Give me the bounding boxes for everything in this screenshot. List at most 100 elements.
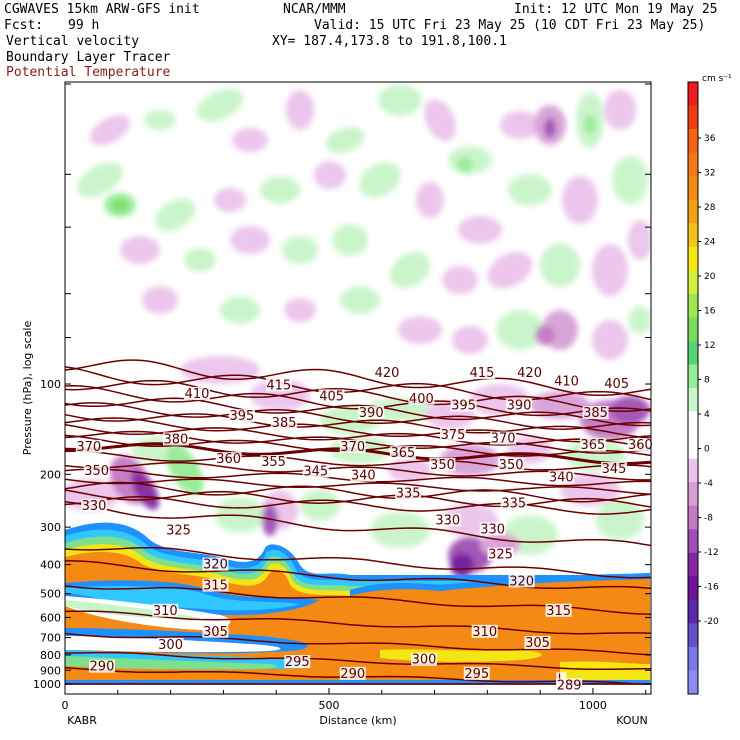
theta-contour-line bbox=[65, 560, 651, 590]
theta-label-background bbox=[490, 431, 517, 445]
theta-label-background bbox=[603, 377, 630, 390]
theta-contour-label: 340 bbox=[549, 471, 574, 486]
theta-contour-label: 405 bbox=[604, 377, 629, 392]
theta-contour-line bbox=[65, 546, 651, 579]
y-tick-label: 800 bbox=[40, 649, 61, 662]
colorbar-swatch bbox=[688, 176, 698, 201]
theta-label-background bbox=[302, 464, 329, 478]
x-axis: 0 500 1000 bbox=[62, 688, 647, 712]
theta-contour-label: 290 bbox=[90, 660, 115, 675]
colorbar-tick-label: 16 bbox=[704, 307, 716, 317]
theta-label-background bbox=[202, 624, 229, 638]
theta-label-background bbox=[162, 432, 189, 446]
theta-contour-label: 315 bbox=[546, 604, 571, 619]
potential-temperature-contours bbox=[65, 359, 651, 685]
theta-label-background bbox=[215, 452, 242, 466]
colorbar-swatch bbox=[688, 552, 698, 577]
theta-contour-label: 300 bbox=[412, 653, 437, 668]
colorbar-tick-label: -4 bbox=[704, 479, 713, 489]
theta-label-background bbox=[479, 522, 506, 536]
colorbar-swatch bbox=[688, 152, 698, 177]
theta-label-background bbox=[579, 438, 606, 452]
header-line1-center: NCAR/MMM bbox=[283, 2, 346, 17]
theta-contour-label: 415 bbox=[470, 366, 495, 381]
theta-contour-label: 370 bbox=[491, 432, 516, 447]
theta-contour-label: 355 bbox=[261, 455, 286, 470]
plot-frame bbox=[64, 81, 652, 695]
colorbar-tick-label: 8 bbox=[704, 376, 710, 386]
theta-label-background bbox=[88, 659, 115, 673]
header-field-vertical-velocity: Vertical velocity bbox=[6, 34, 140, 49]
theta-label-background bbox=[440, 428, 467, 442]
theta-contour-label: 395 bbox=[229, 409, 254, 424]
theta-contour-line bbox=[65, 481, 651, 503]
theta-contour-label: 300 bbox=[158, 638, 183, 653]
theta-contour-label: 390 bbox=[359, 406, 384, 421]
colorbar-swatch bbox=[688, 293, 698, 318]
colorbar-frame bbox=[687, 81, 699, 695]
theta-contour-label: 330 bbox=[480, 522, 505, 537]
theta-contour-label: 330 bbox=[435, 513, 460, 528]
theta-contour-label: 365 bbox=[581, 438, 606, 453]
theta-contour-label: 325 bbox=[488, 547, 513, 562]
potential-temperature-labels: 420 415 420 415 410 405 400 410 405 395 385 390 395 3… bbox=[75, 366, 654, 693]
theta-label-background bbox=[339, 439, 366, 453]
theta-label-background bbox=[553, 374, 580, 388]
header-fcst-label: Fcst: bbox=[4, 18, 44, 33]
header-fcst-value: 99 h bbox=[68, 18, 100, 33]
colorbar-swatch bbox=[688, 82, 698, 107]
theta-contour-line bbox=[65, 385, 651, 417]
theta-label-background bbox=[429, 457, 456, 471]
theta-label-background bbox=[395, 486, 422, 500]
theta-contour-label: 360 bbox=[628, 438, 653, 453]
y-tick-label: 700 bbox=[40, 632, 61, 645]
theta-contour-label: 290 bbox=[340, 667, 365, 682]
colorbar-swatch bbox=[688, 505, 698, 530]
theta-contour-label: 315 bbox=[203, 579, 228, 594]
theta-label-background bbox=[516, 366, 543, 380]
colorbar-swatch bbox=[688, 223, 698, 248]
colorbar-swatch bbox=[688, 129, 698, 154]
theta-contour-label: 420 bbox=[517, 366, 542, 381]
theta-label-background bbox=[339, 666, 366, 680]
colorbar-swatch bbox=[688, 670, 698, 695]
theta-contour-line bbox=[65, 413, 651, 439]
theta-label-background bbox=[506, 398, 533, 412]
theta-contour-label: 365 bbox=[390, 446, 415, 461]
theta-label-background bbox=[500, 496, 527, 510]
theta-contour-label: 320 bbox=[203, 558, 228, 573]
header-line1-right: Init: 12 UTC Mon 19 May 25 bbox=[514, 2, 718, 17]
theta-contour-label: 410 bbox=[554, 374, 579, 389]
theta-contour-label: 335 bbox=[396, 487, 421, 502]
theta-label-background bbox=[487, 547, 514, 561]
endpoint-right-label: KOUN bbox=[616, 714, 648, 727]
colorbar-tick-label: 36 bbox=[704, 134, 716, 144]
colorbar-tick-label: 20 bbox=[704, 272, 716, 282]
y-tick-label: 300 bbox=[40, 521, 61, 534]
colorbar-tick-label: -20 bbox=[704, 617, 719, 627]
theta-label-background bbox=[463, 666, 490, 680]
colorbar-swatch bbox=[688, 340, 698, 365]
colorbar-swatch bbox=[688, 270, 698, 295]
theta-label-background bbox=[202, 578, 229, 592]
colorbar-tick-label: 0 bbox=[704, 445, 710, 455]
colorbar-tick-label: -16 bbox=[704, 583, 719, 593]
theta-label-background bbox=[556, 678, 583, 692]
x-tick-label: 0 bbox=[62, 699, 69, 712]
theta-label-background bbox=[318, 389, 345, 403]
theta-contour-line bbox=[65, 402, 651, 430]
colorbar-swatch bbox=[688, 529, 698, 554]
colorbar-tick-label: 12 bbox=[704, 341, 715, 351]
theta-contour-label: 375 bbox=[441, 428, 466, 443]
theta-contour-label: 335 bbox=[501, 496, 526, 511]
x-tick-label: 500 bbox=[318, 699, 339, 712]
header-line1-left: CGWAVES 15km ARW-GFS init bbox=[4, 2, 200, 17]
x-tick-label: 1000 bbox=[579, 699, 607, 712]
theta-contour-label: 330 bbox=[82, 499, 107, 514]
y-axis-title: Pressure (hPa), log scale bbox=[21, 321, 34, 456]
theta-label-background bbox=[157, 637, 184, 651]
colorbar-swatch bbox=[688, 388, 698, 413]
header-field-potential-temperature: Potential Temperature bbox=[6, 65, 171, 80]
theta-contour-label: 380 bbox=[163, 432, 188, 447]
